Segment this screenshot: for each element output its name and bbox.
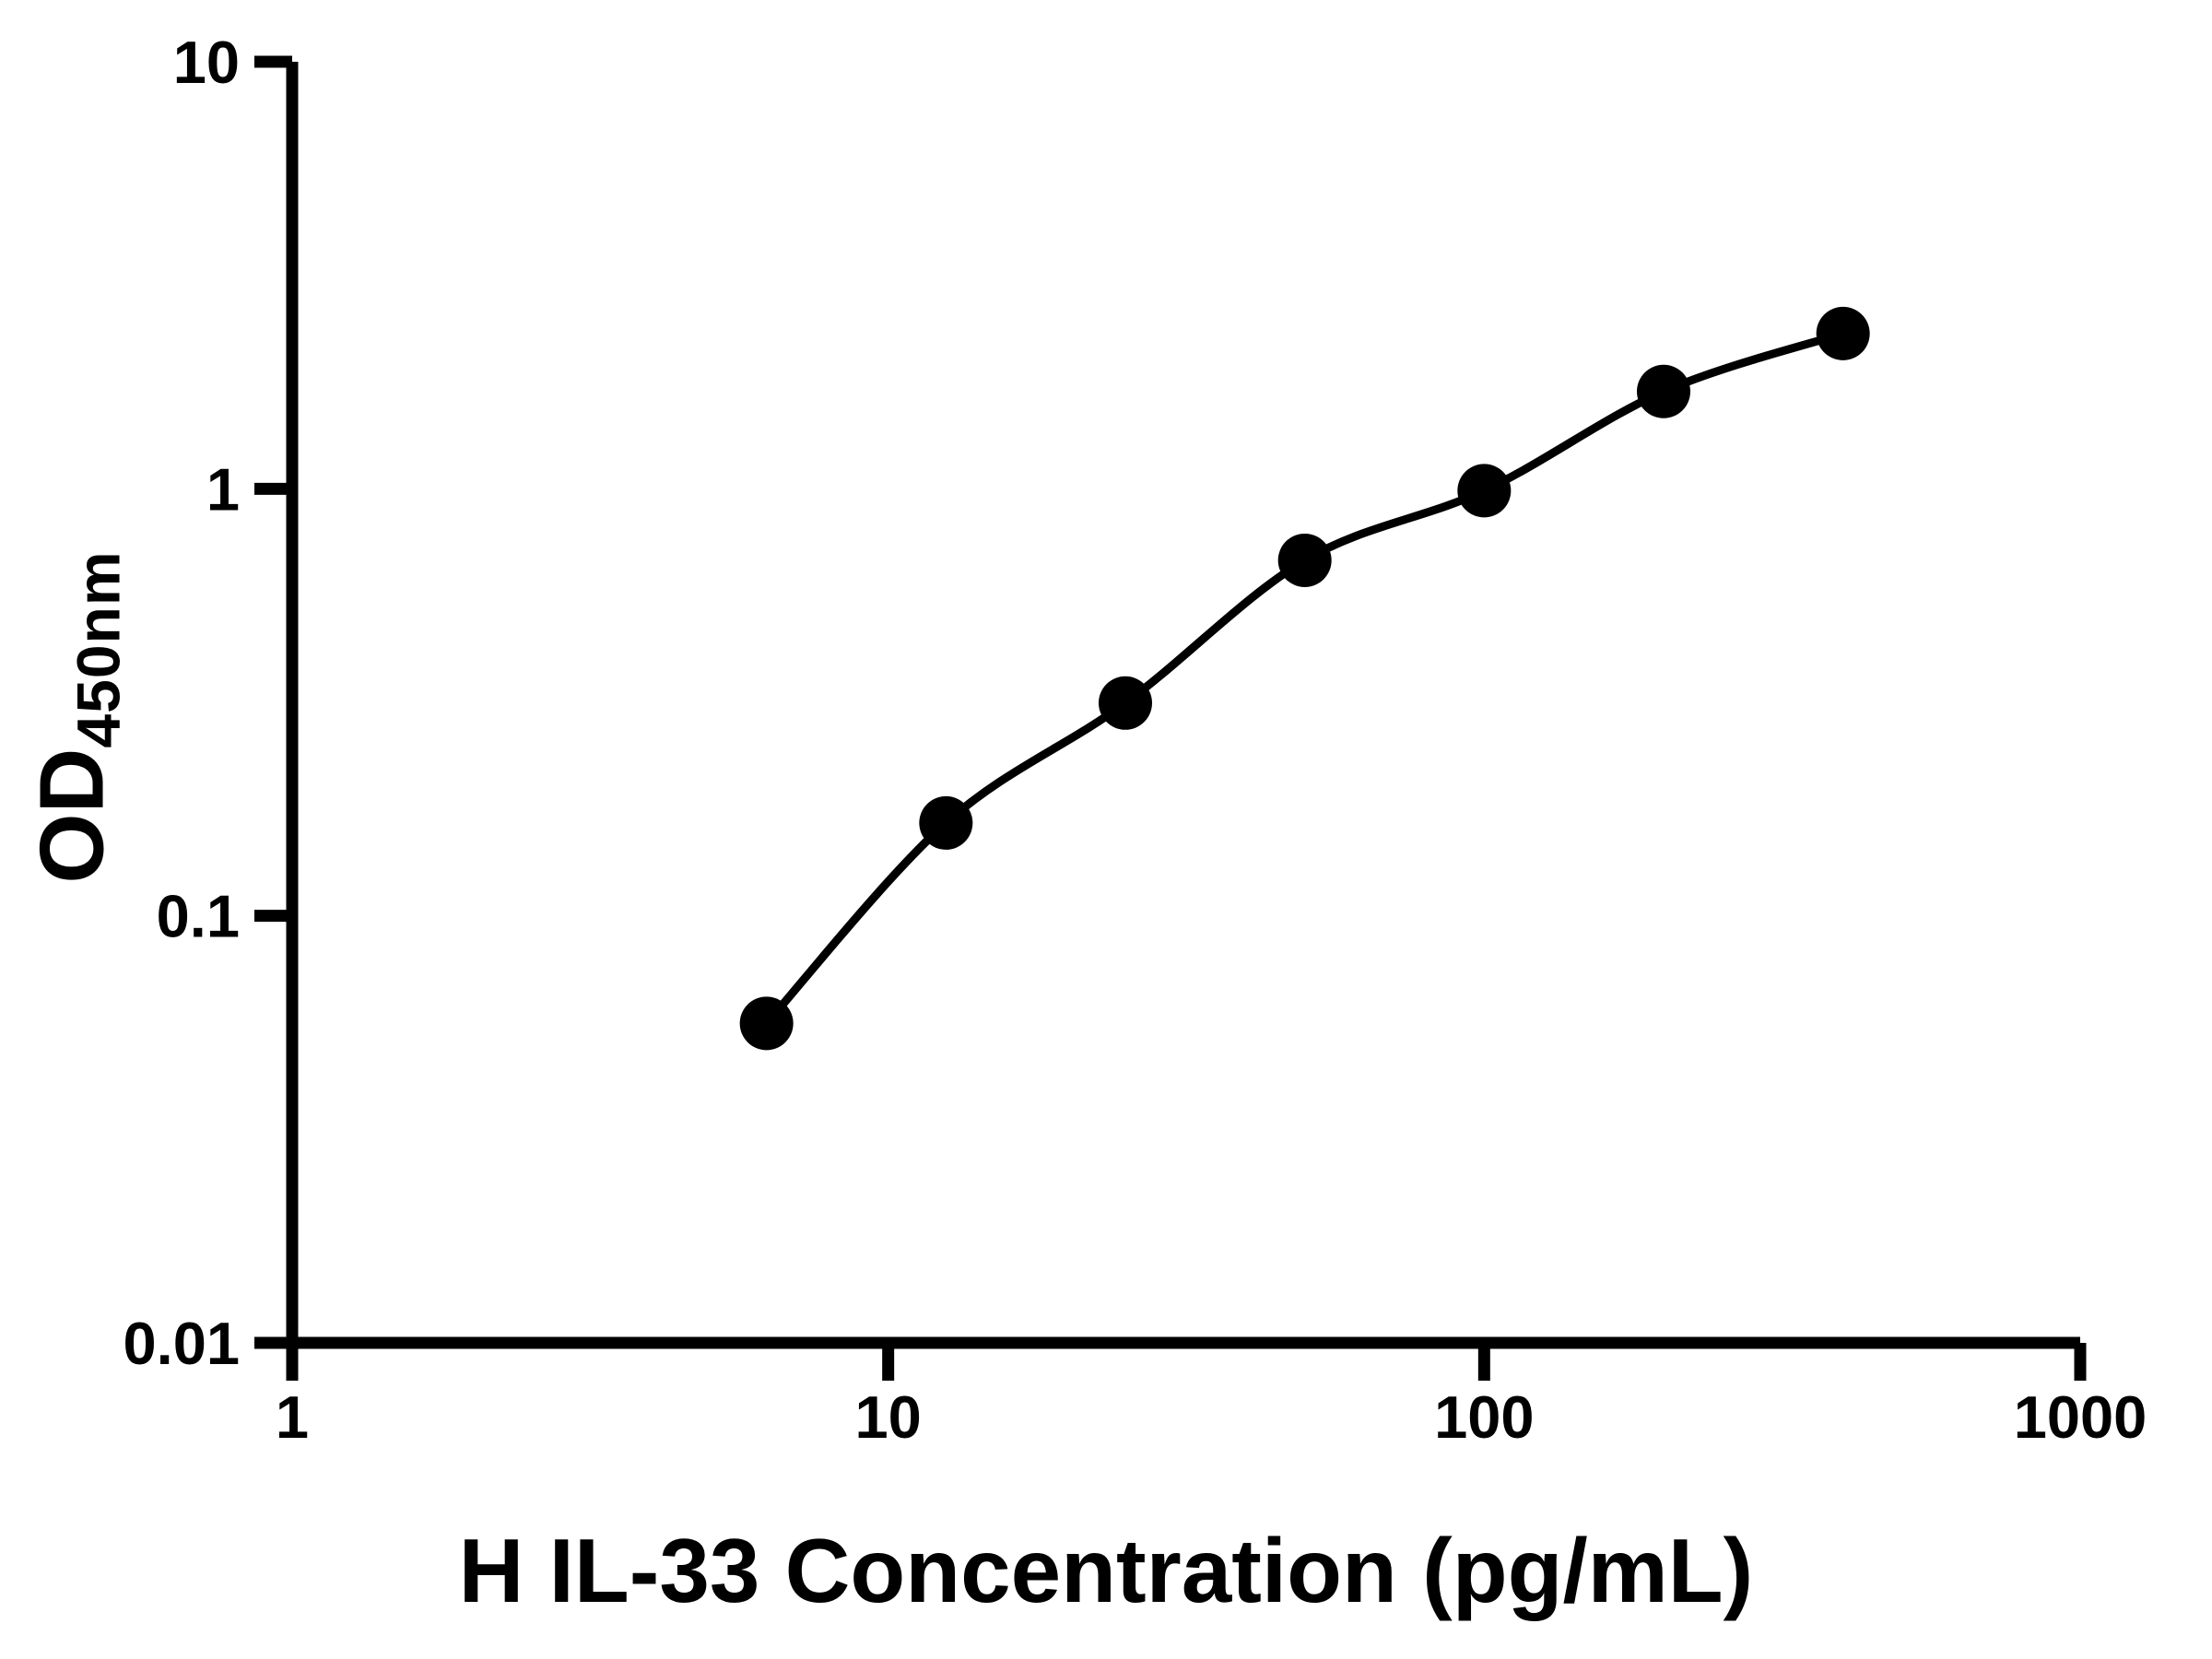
y-tick-label-1: 1 <box>206 455 240 523</box>
data-point-2-x12.5 <box>919 795 973 850</box>
x-tick-label-10: 10 <box>855 1383 922 1451</box>
x-tick-label-1: 1 <box>276 1383 309 1451</box>
data-point-5-x100 <box>1457 464 1512 518</box>
y-tick-label-10: 10 <box>173 29 240 96</box>
y-tick-label-0.01: 0.01 <box>123 1310 240 1377</box>
data-point-1-x6.25 <box>739 996 794 1051</box>
y-axis-title: OD450nm <box>20 550 133 884</box>
y-axis-title-subscript: 450nm <box>64 550 133 748</box>
data-point-7-x400 <box>1816 306 1870 360</box>
x-tick-label-1000: 1000 <box>2014 1383 2147 1451</box>
y-tick-label-0.1: 0.1 <box>157 883 240 950</box>
data-point-6-x200 <box>1636 364 1690 418</box>
axis-spines <box>286 62 2080 1349</box>
standard-curve-line <box>763 329 1845 1027</box>
x-tick-label-100: 100 <box>1434 1383 1534 1451</box>
data-point-3-x25 <box>1099 676 1153 730</box>
data-point-4-x50 <box>1277 533 1332 587</box>
y-axis-title-main: OD <box>20 747 123 884</box>
x-axis-title: H IL-33 Concentration (pg/mL) <box>458 1520 1754 1621</box>
